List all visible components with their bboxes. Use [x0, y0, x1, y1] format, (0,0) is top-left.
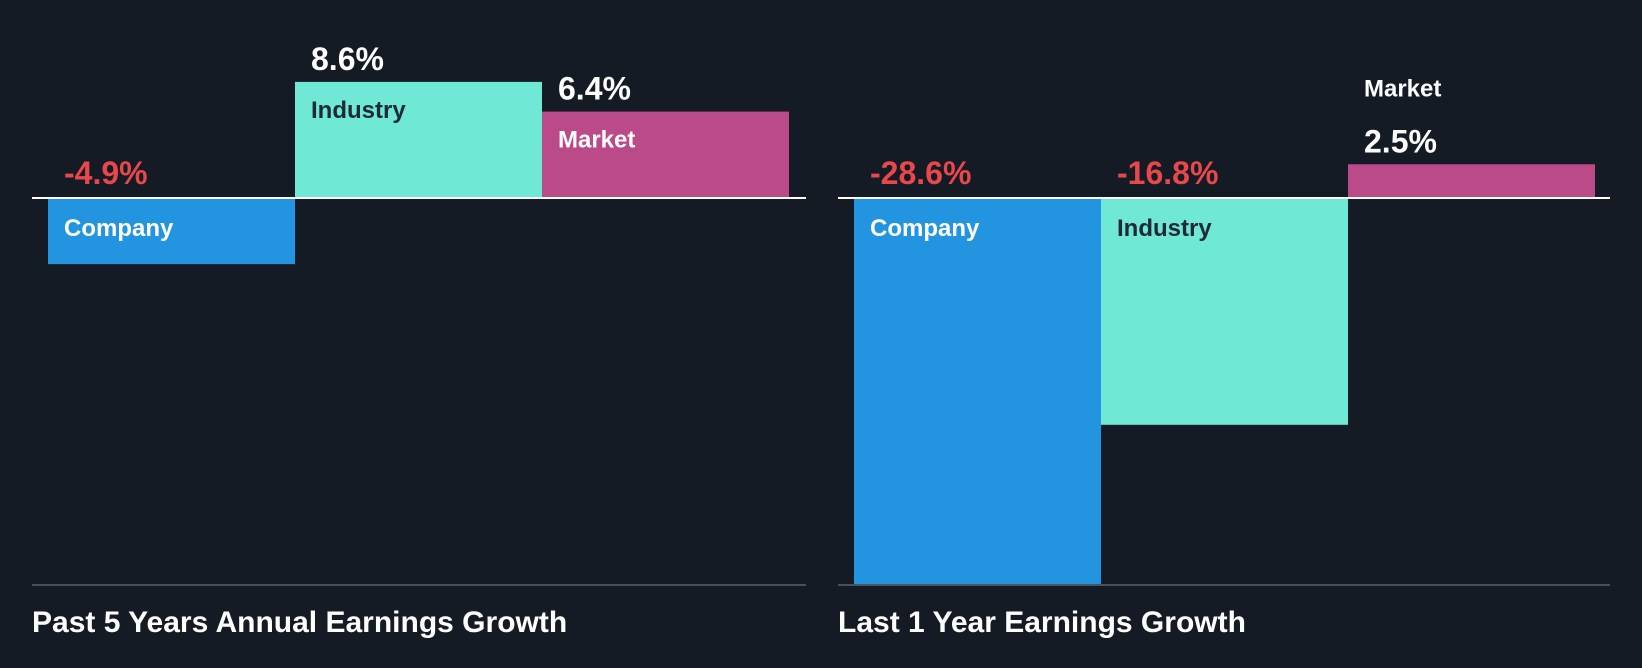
- past-5-years-bar-industry: [295, 81, 542, 198]
- past-5-years-value-label-market: 6.4%: [558, 71, 631, 107]
- past-5-years-category-label-company: Company: [64, 215, 174, 242]
- past-5-years-value-label-industry: 8.6%: [311, 41, 384, 77]
- past-5-years-bar-company: [48, 198, 295, 265]
- last-1-year-bar-market: [1348, 164, 1595, 198]
- last-1-year-category-label-industry: Industry: [1117, 215, 1212, 242]
- last-1-year-value-label-company: -28.6%: [870, 155, 971, 191]
- last-1-year-value-label-industry: -16.8%: [1117, 155, 1218, 191]
- past-5-years-category-label-industry: Industry: [311, 97, 406, 124]
- last-1-year-bar-industry: [1101, 198, 1348, 425]
- chart-title-last-1-year: Last 1 Year Earnings Growth: [838, 606, 1246, 639]
- last-1-year-bar-company: [854, 198, 1101, 585]
- past-5-years-value-label-company: -4.9%: [64, 155, 148, 191]
- past-5-years-bar-market: [542, 111, 789, 198]
- last-1-year-category-label-market: Market: [1364, 75, 1441, 102]
- past-5-years-category-label-market: Market: [558, 127, 635, 154]
- last-1-year-value-label-market: 2.5%: [1364, 123, 1437, 159]
- chart-title-past-5-years: Past 5 Years Annual Earnings Growth: [32, 606, 568, 639]
- last-1-year-category-label-company: Company: [870, 215, 980, 242]
